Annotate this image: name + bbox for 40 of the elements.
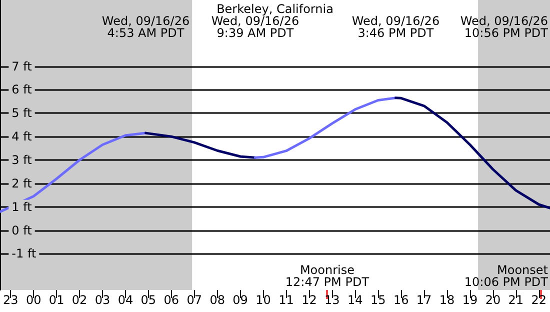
x-tick-label: 08	[210, 293, 225, 307]
y-tick-label: 5 ft	[12, 106, 32, 120]
annotation: Wed, 09/16/26 10:56 PM PDT	[460, 14, 549, 40]
x-tick-label: 18	[439, 293, 455, 307]
y-tick-label: 0 ft	[12, 223, 32, 238]
x-tick-label: 23	[2, 293, 18, 307]
x-tick-label: 07	[186, 293, 202, 307]
y-tick-label: -1 ft	[12, 246, 36, 261]
x-tick-label: 12	[302, 293, 317, 307]
x-tick-label: 20	[485, 293, 501, 307]
x-tick-label: 16	[393, 293, 409, 307]
x-tick-label: 10	[256, 293, 271, 307]
x-tick-label: 13	[324, 293, 340, 307]
y-tick-label: 1 ft	[12, 200, 32, 214]
annotation: Wed, 09/16/26 4:53 AM PDT	[102, 14, 190, 40]
x-tick-label: 19	[462, 293, 478, 307]
ref-line-label: Moonrise 12:47 PM PDT	[285, 263, 370, 289]
x-tick-label: 05	[140, 293, 156, 307]
x-tick-label: 17	[416, 293, 432, 307]
y-tick-label: 4 ft	[12, 130, 32, 144]
x-tick-label: 02	[72, 293, 88, 307]
x-tick-label: 01	[48, 293, 64, 307]
x-tick-label: 03	[94, 293, 110, 307]
y-tick-label: 3 ft	[12, 152, 32, 167]
x-tick-label: 09	[232, 293, 248, 307]
x-tick-label: 21	[508, 293, 524, 307]
x-tick-label: 22	[531, 293, 547, 307]
y-tick-label: 6 ft	[12, 82, 32, 97]
y-tick-label: 2 ft	[12, 176, 32, 190]
ref-line-label: Moonset 10:06 PM PDT	[464, 263, 549, 289]
annotation: Wed, 09/16/26 3:46 PM PDT	[352, 14, 440, 40]
x-tick-label: 04	[118, 293, 134, 307]
chart-title: Berkeley, California	[216, 2, 334, 16]
x-tick-label: 00	[26, 293, 42, 307]
x-tick-label: 15	[370, 293, 386, 307]
annotation: Wed, 09/16/26 9:39 AM PDT	[211, 14, 300, 40]
x-tick-label: 14	[348, 293, 363, 307]
y-tick-label: 7 ft	[12, 59, 32, 74]
x-tick-label: 06	[164, 293, 180, 307]
x-tick-label: 11	[278, 293, 294, 307]
